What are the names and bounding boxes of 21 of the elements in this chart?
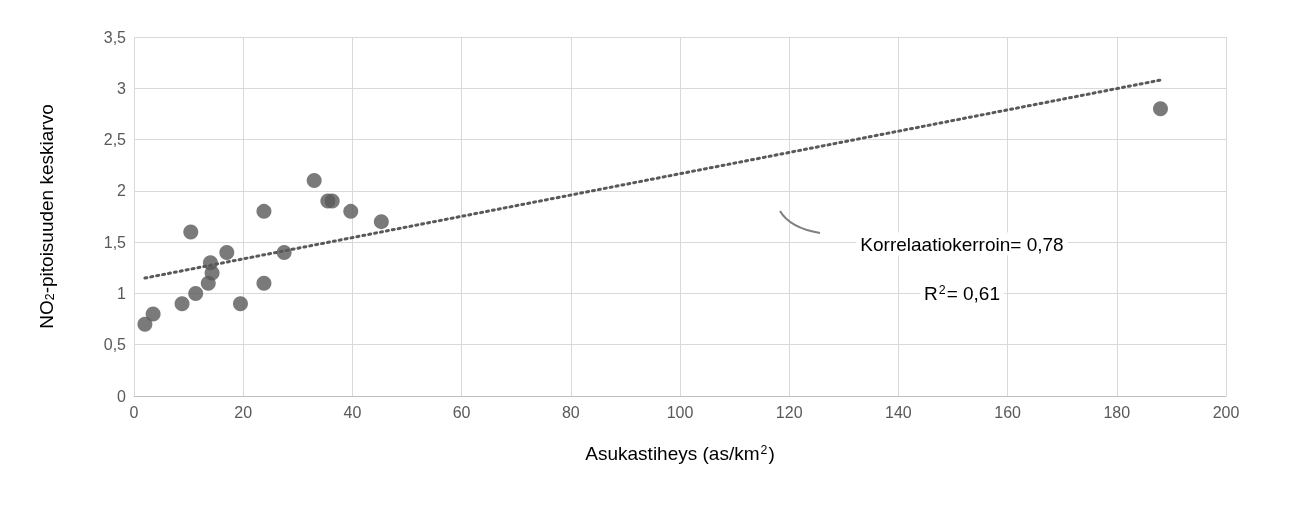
y-axis-title: NO2-pitoisuuden keskiarvo bbox=[35, 104, 57, 329]
y-tick-label: 3 bbox=[117, 79, 127, 97]
y-tick-label: 0 bbox=[117, 387, 127, 405]
x-tick-label: 40 bbox=[343, 403, 362, 421]
y-tick-label: 2 bbox=[117, 182, 127, 200]
x-tick-label: 100 bbox=[666, 403, 694, 421]
y-tick-label: 2,5 bbox=[103, 131, 127, 149]
x-tick-label: 160 bbox=[994, 403, 1022, 421]
x-tick-label: 60 bbox=[452, 403, 471, 421]
y-tick-label: 0,5 bbox=[103, 336, 127, 354]
x-tick-label: 80 bbox=[561, 403, 580, 421]
y-tick-label: 1 bbox=[117, 284, 127, 302]
x-tick-label: 20 bbox=[234, 403, 253, 421]
y-tick-label: 1,5 bbox=[103, 233, 127, 251]
y-tick-label: 3,5 bbox=[103, 28, 127, 46]
x-tick-label: 140 bbox=[885, 403, 912, 421]
x-tick-label: 0 bbox=[129, 403, 139, 421]
annotation: Korrelaatiokerroin= 0,78 bbox=[860, 233, 1064, 255]
x-tick-label: 180 bbox=[1103, 403, 1131, 421]
x-tick-label: 200 bbox=[1212, 403, 1240, 421]
x-tick-label: 120 bbox=[775, 403, 803, 421]
